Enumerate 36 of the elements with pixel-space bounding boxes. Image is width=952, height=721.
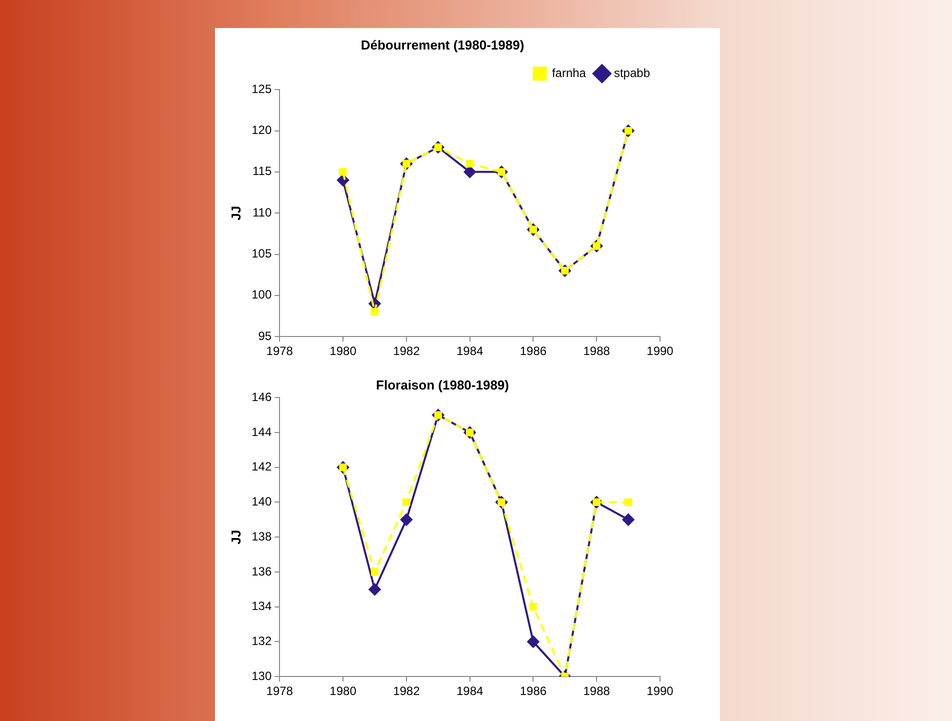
y-tick-label: 132 bbox=[252, 634, 272, 648]
x-tick-label: 1984 bbox=[456, 344, 484, 358]
y-tick-label: 115 bbox=[252, 164, 272, 178]
legend-label: stpabb bbox=[614, 66, 650, 80]
y-tick-label: 142 bbox=[252, 460, 272, 474]
y-tick-label: 100 bbox=[252, 288, 272, 302]
y-tick-label: 105 bbox=[252, 246, 272, 261]
x-tick-label: 1986 bbox=[520, 344, 547, 358]
y-tick-label: 146 bbox=[252, 390, 272, 404]
y-tick-label: 120 bbox=[252, 123, 272, 138]
x-tick-label: 1978 bbox=[266, 684, 294, 698]
y-tick-label: 134 bbox=[252, 599, 272, 614]
y-tick-label: 144 bbox=[252, 424, 272, 439]
y-tick-label: 140 bbox=[252, 494, 272, 509]
y-tick-label: 136 bbox=[252, 564, 272, 578]
y-tick-label: 130 bbox=[252, 668, 272, 683]
x-tick-label: 1984 bbox=[456, 684, 484, 698]
x-tick-label: 1986 bbox=[520, 684, 547, 698]
x-tick-label: 1980 bbox=[330, 684, 357, 698]
x-tick-label: 1982 bbox=[393, 684, 420, 698]
chart-title: Floraison (1980-1989) bbox=[376, 377, 509, 392]
x-tick-label: 1978 bbox=[266, 344, 294, 358]
x-tick-label: 1980 bbox=[330, 344, 357, 358]
legend-label: farnha bbox=[552, 66, 586, 80]
x-tick-label: 1990 bbox=[646, 344, 674, 358]
y-tick-label: 138 bbox=[252, 529, 272, 544]
y-tick-label: 95 bbox=[258, 328, 272, 343]
chart-title: Débourrement (1980-1989) bbox=[360, 37, 524, 52]
x-tick-label: 1982 bbox=[393, 344, 420, 358]
y-axis-title: JJ bbox=[228, 206, 244, 220]
y-tick-label: 125 bbox=[252, 82, 272, 96]
x-tick-label: 1988 bbox=[583, 684, 610, 698]
y-axis-title: JJ bbox=[228, 530, 244, 544]
x-tick-label: 1988 bbox=[583, 344, 610, 358]
y-tick-label: 110 bbox=[252, 205, 272, 220]
x-tick-label: 1990 bbox=[646, 684, 674, 698]
